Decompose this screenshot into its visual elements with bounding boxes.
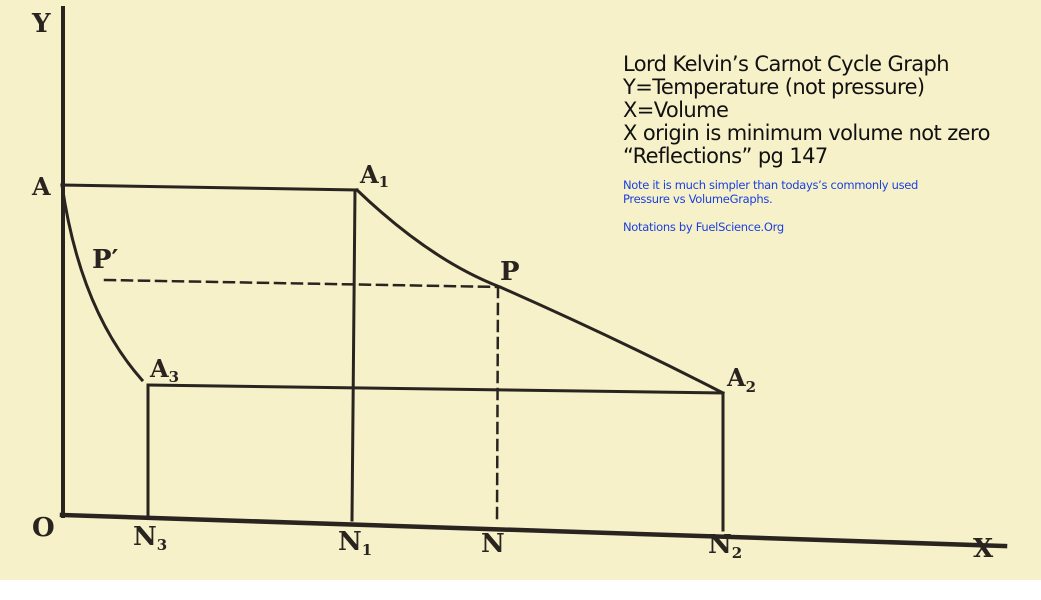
line-a-a1 bbox=[60, 183, 359, 192]
point-p-prime-label: P′ bbox=[92, 245, 119, 275]
dashed-p-n bbox=[495, 285, 500, 524]
origin-label: O bbox=[32, 513, 55, 543]
note-y-axis: Y=Temperature (not pressure) bbox=[623, 75, 925, 99]
x-axis-label: X bbox=[973, 534, 994, 564]
curve-a-a3 bbox=[60, 183, 145, 383]
point-p-label: P bbox=[500, 257, 520, 287]
x-axis bbox=[59, 512, 1008, 549]
note-credit: Notations by FuelScience.Org bbox=[623, 220, 784, 234]
point-n1-label: N1 bbox=[338, 527, 372, 559]
dashed-p-prime-p bbox=[103, 278, 502, 289]
paper-background bbox=[0, 0, 1041, 580]
note-title: Lord Kelvin’s Carnot Cycle Graph bbox=[623, 52, 950, 76]
line-a1-n1 bbox=[350, 188, 357, 522]
note-reference: “Reflections” pg 147 bbox=[623, 144, 828, 168]
annotation-block: Lord Kelvin’s Carnot Cycle Graph Y=Tempe… bbox=[623, 52, 990, 235]
point-n3-label: N3 bbox=[133, 522, 167, 554]
point-a-label: A bbox=[31, 172, 51, 201]
note-x-axis: X=Volume bbox=[623, 98, 729, 122]
point-a2-label: A2 bbox=[726, 363, 756, 396]
point-n2-label: N2 bbox=[708, 530, 742, 562]
y-axis-label: Y bbox=[31, 9, 51, 39]
point-n-label: N bbox=[481, 529, 505, 559]
note-simpler-2: Pressure vs VolumeGraphs. bbox=[623, 192, 773, 206]
note-origin: X origin is minimum volume not zero bbox=[623, 121, 990, 145]
point-a3-label: A3 bbox=[149, 354, 179, 386]
line-a3-a2 bbox=[146, 383, 725, 395]
point-a1-label: A1 bbox=[359, 160, 389, 191]
note-simpler-1: Note it is much simpler than todays’s co… bbox=[623, 178, 919, 192]
